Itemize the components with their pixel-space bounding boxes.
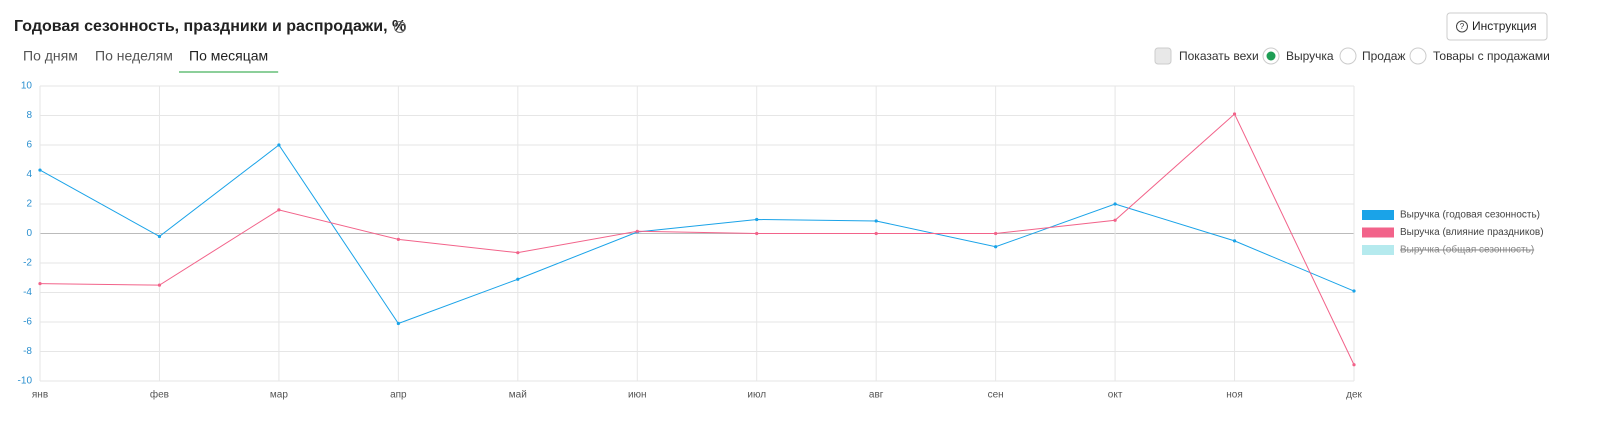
title: Годовая сезонность, праздники и распрода… (14, 18, 406, 35)
legend-swatch[interactable] (1362, 245, 1394, 255)
tab[interactable]: По месяцам (189, 48, 268, 64)
point (874, 231, 878, 236)
y-tick-label: -8 (23, 346, 32, 357)
point (516, 277, 520, 281)
button-icon[interactable] (1456, 20, 1468, 33)
y-tick-label: -4 (23, 287, 32, 298)
x-tick-label: июн (628, 390, 647, 401)
y-tick-label: 2 (26, 199, 32, 210)
help-mark[interactable]: ? (398, 23, 403, 32)
point (874, 219, 878, 223)
radio-label[interactable]: Товары с продажами (1433, 49, 1550, 63)
point (994, 245, 998, 249)
controls: Показать вехи Выручка Продаж Товары с прода… (1154, 47, 1550, 65)
x-tick-label: апр (390, 390, 407, 401)
point (755, 217, 759, 222)
point (157, 234, 162, 239)
checkbox-label[interactable]: Показать вехи (1179, 49, 1259, 63)
point (38, 282, 42, 286)
y-tick-label: 8 (26, 110, 32, 121)
tab[interactable]: По неделям (95, 48, 173, 64)
point (1352, 289, 1356, 293)
tabs: По дням По неделям По месяцам (23, 48, 279, 73)
button-box[interactable] (1446, 12, 1548, 41)
point (38, 168, 42, 172)
point (1232, 112, 1237, 116)
point (1232, 239, 1237, 243)
help-icon[interactable]: ? (394, 21, 406, 33)
point (1113, 218, 1117, 222)
x-tick-label: фев (150, 389, 169, 401)
y-tick-label: 6 (26, 140, 32, 151)
x-tick-label: сен (988, 390, 1004, 401)
x-tick-label: дек (1346, 390, 1362, 401)
legend-label[interactable]: Выручка (влияние праздников) (1400, 227, 1544, 238)
line-series (39, 144, 1355, 325)
point (396, 321, 400, 326)
radio[interactable] (1339, 47, 1357, 65)
legend-label[interactable]: Выручка (годовая сезонность) (1400, 210, 1540, 221)
tab[interactable]: По дням (23, 48, 78, 64)
y-tick-label: -6 (23, 317, 32, 328)
x-tick-label: май (509, 390, 527, 401)
radio[interactable] (1409, 47, 1427, 65)
line-series (39, 113, 1355, 365)
point (277, 143, 281, 147)
x-tick-label: июл (747, 390, 766, 401)
button-label[interactable]: Инструкция (1472, 19, 1537, 33)
radio-label[interactable]: Продаж (1362, 49, 1405, 63)
button-icon-mark[interactable]: ? (1460, 22, 1465, 31)
x-tick-label: мар (270, 390, 288, 401)
point (516, 251, 520, 255)
y-tick-label: 10 (21, 81, 33, 92)
point (1113, 202, 1117, 206)
x-tick-label: авг (869, 390, 884, 401)
point (994, 231, 998, 236)
y-tick-label: -10 (18, 376, 33, 387)
legend-swatch[interactable] (1362, 210, 1394, 220)
point (1352, 363, 1356, 367)
legend-swatch[interactable] (1362, 227, 1394, 238)
legend-label[interactable]: Выручка (общая сезонность) (1400, 244, 1534, 256)
radio-label[interactable]: Выручка (1286, 49, 1334, 63)
y-tick-label: 4 (26, 169, 32, 180)
checkbox[interactable] (1154, 47, 1172, 65)
instruction-button[interactable]: ? Инструкция (1446, 12, 1548, 41)
point (755, 231, 759, 236)
y-tick-label: 0 (26, 228, 32, 239)
point (157, 283, 162, 287)
x-tick-label: ноя (1226, 390, 1243, 401)
x-tick-label: янв (32, 390, 48, 401)
point (396, 237, 400, 241)
help-circle[interactable] (394, 21, 406, 33)
x-tick-label: окт (1108, 390, 1123, 401)
y-tick-label: -2 (23, 258, 32, 269)
point (635, 229, 639, 233)
radio-dot[interactable] (1266, 51, 1276, 61)
point (277, 208, 281, 212)
